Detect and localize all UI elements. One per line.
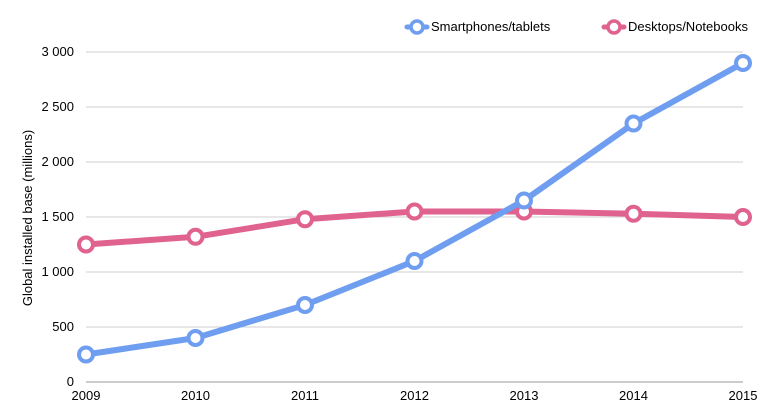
x-tick-label: 2009 [72,388,101,403]
y-axis-title: Global installed base (millions) [20,130,35,306]
legend-label: Smartphones/tablets [431,19,551,34]
data-point [515,191,533,210]
x-tick-label: 2012 [400,388,429,403]
y-tick-label: 3 000 [41,44,74,59]
legend: Smartphones/tablets Desktops/Notebooks [404,19,748,35]
data-point [186,227,205,246]
gridlines [86,51,743,383]
data-point [624,114,643,133]
legend-item: Desktops/Notebooks [601,19,748,35]
y-tick-label: 0 [67,374,74,389]
x-tick-label: 2010 [181,388,210,403]
data-point [296,210,314,229]
legend-swatch-marker [606,19,622,35]
x-tick-label: 2015 [729,388,758,403]
x-tick-label: 2014 [619,388,648,403]
y-tick-label: 2 000 [41,154,74,169]
data-point [296,296,314,314]
data-point [405,202,424,221]
legend-item: Smartphones/tablets [404,19,551,35]
data-point [624,204,643,223]
y-tick-label: 2 500 [41,99,74,114]
data-point [734,208,752,226]
y-tick-label: 500 [52,319,74,334]
y-axis: 0 500 1 000 1 500 2 000 2 500 3 000 [41,44,74,389]
x-tick-label: 2013 [510,388,539,403]
data-point [734,54,752,72]
legend-label: Desktops/Notebooks [628,19,748,34]
legend-swatch-marker [409,19,425,35]
data-point [77,345,95,364]
data-point [77,235,95,254]
x-tick-label: 2011 [291,388,319,403]
y-tick-label: 1 500 [41,209,74,224]
y-tick-label: 1 000 [41,264,74,279]
series-group [77,54,752,364]
data-point [186,329,205,347]
x-axis: 2009 2010 2011 2012 2013 2014 2015 [72,388,758,403]
data-point [405,252,424,270]
